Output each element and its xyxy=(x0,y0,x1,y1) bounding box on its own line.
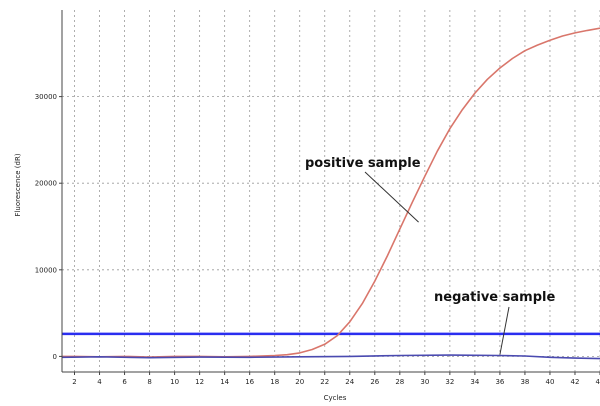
positive-sample-label: positive sample xyxy=(305,156,421,171)
x-tick-label: 12 xyxy=(195,378,204,386)
x-tick-label: 2 xyxy=(72,378,76,386)
y-tick-label: 10000 xyxy=(35,266,57,274)
x-tick-label: 40 xyxy=(545,378,554,386)
y-tick-label: 0 xyxy=(53,353,57,361)
y-tick-label: 20000 xyxy=(35,180,57,188)
x-tick-label: 22 xyxy=(320,378,329,386)
positive-sample-line xyxy=(62,27,600,358)
x-tick-label: 30 xyxy=(420,378,429,386)
x-tick-label: 26 xyxy=(370,378,379,386)
x-tick-label: 20 xyxy=(295,378,304,386)
y-tick-label: 30000 xyxy=(35,93,57,101)
negative-sample-line xyxy=(61,354,600,360)
negative-sample-label: negative sample xyxy=(434,290,555,305)
x-tick-label: 8 xyxy=(147,378,151,386)
series-layer xyxy=(61,27,600,360)
y-axis-title: Fluorescence (dR) xyxy=(14,153,22,216)
x-tick-label: 18 xyxy=(270,378,279,386)
x-tick-label: 42 xyxy=(571,378,580,386)
x-tick-label: 24 xyxy=(345,378,354,386)
grid-layer xyxy=(62,10,600,372)
axis-layer: 2468101214161820222426283032343638404244… xyxy=(35,10,600,386)
x-tick-label: 16 xyxy=(245,378,254,386)
x-tick-label: 14 xyxy=(220,378,229,386)
x-tick-label: 28 xyxy=(395,378,404,386)
x-axis-title: Cycles xyxy=(324,394,347,402)
x-tick-label: 10 xyxy=(170,378,179,386)
annotation-pointer xyxy=(364,171,419,223)
annotation-layer: positive sample negative sample xyxy=(305,156,555,355)
x-tick-label: 32 xyxy=(445,378,454,386)
x-tick-label: 44 xyxy=(596,378,600,386)
annotation-pointer xyxy=(499,306,510,355)
x-tick-label: 36 xyxy=(495,378,504,386)
x-tick-label: 4 xyxy=(97,378,102,386)
x-tick-label: 38 xyxy=(520,378,529,386)
x-tick-label: 6 xyxy=(122,378,127,386)
x-tick-label: 34 xyxy=(470,378,479,386)
